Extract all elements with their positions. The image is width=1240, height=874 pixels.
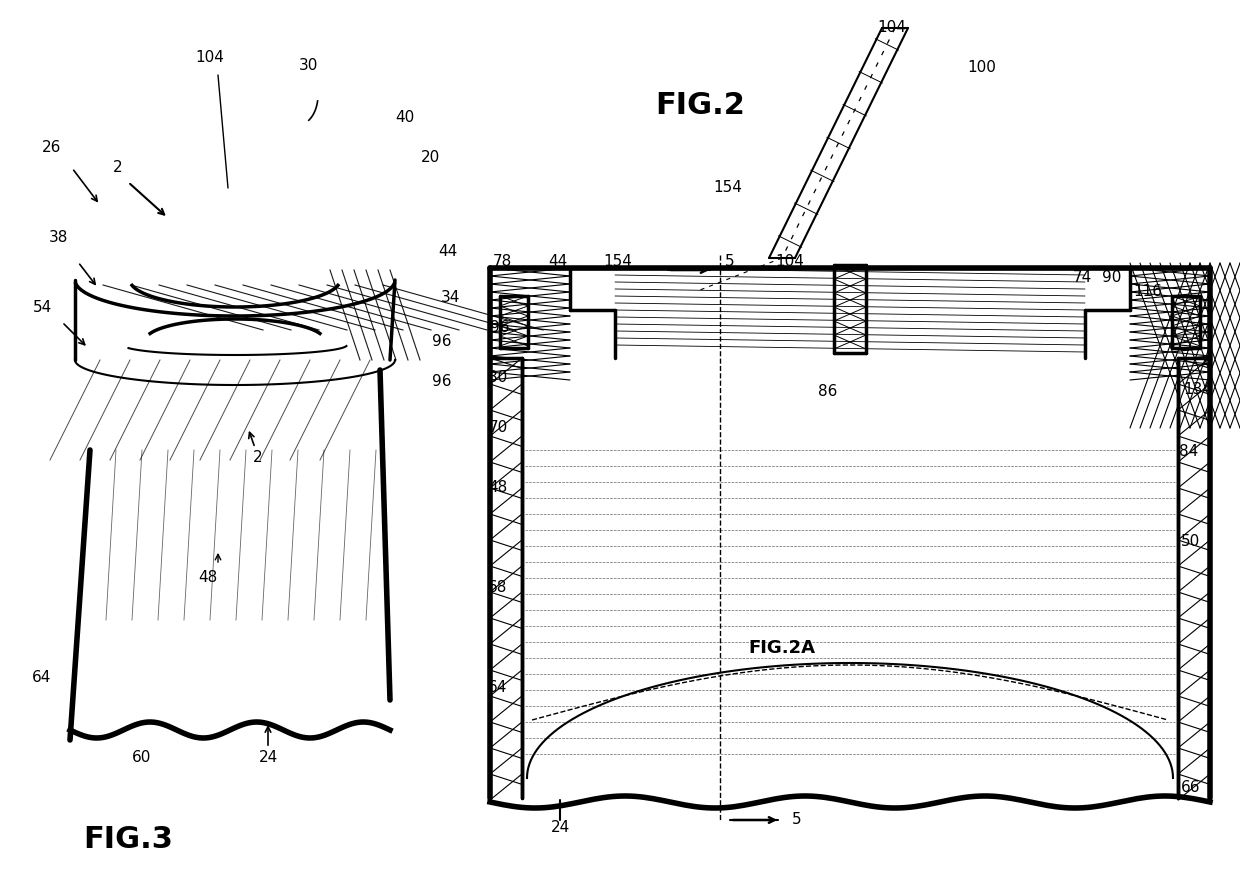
Text: 86: 86 xyxy=(818,385,838,399)
Text: 2: 2 xyxy=(113,161,123,176)
Text: 116: 116 xyxy=(1133,285,1163,300)
Text: 64: 64 xyxy=(32,670,52,685)
Text: 60: 60 xyxy=(133,751,151,766)
Text: 38: 38 xyxy=(48,231,68,246)
Text: 34: 34 xyxy=(440,290,460,306)
Text: 74: 74 xyxy=(1073,270,1091,286)
Text: 40: 40 xyxy=(396,110,414,126)
Text: 104: 104 xyxy=(775,254,805,269)
Text: 90: 90 xyxy=(1102,270,1122,286)
Text: 134: 134 xyxy=(1183,383,1211,398)
Text: 104: 104 xyxy=(196,51,224,66)
Text: FIG.3: FIG.3 xyxy=(83,826,172,855)
Text: 30: 30 xyxy=(299,58,317,73)
Text: 104: 104 xyxy=(878,20,906,36)
Text: 48: 48 xyxy=(489,481,507,496)
Text: 96: 96 xyxy=(433,374,451,390)
Text: 154: 154 xyxy=(604,254,632,269)
Text: 70: 70 xyxy=(489,420,507,435)
Text: 44: 44 xyxy=(548,254,568,269)
Text: 48: 48 xyxy=(198,571,218,586)
Text: 5: 5 xyxy=(725,254,735,269)
Text: 54: 54 xyxy=(32,301,52,316)
Text: 2: 2 xyxy=(253,450,263,466)
Text: 26: 26 xyxy=(42,141,62,156)
Text: 64: 64 xyxy=(489,681,507,696)
Text: 20: 20 xyxy=(420,150,440,165)
Text: 78: 78 xyxy=(492,254,512,269)
Text: 96: 96 xyxy=(433,335,451,350)
Text: 24: 24 xyxy=(551,821,569,836)
Text: 44: 44 xyxy=(439,245,458,260)
Text: 50: 50 xyxy=(1180,535,1200,550)
Text: 96: 96 xyxy=(490,321,510,336)
Text: 5: 5 xyxy=(792,813,801,828)
Text: 66: 66 xyxy=(1180,780,1200,795)
Text: FIG.2A: FIG.2A xyxy=(748,639,815,657)
Text: 68: 68 xyxy=(489,580,507,595)
Text: FIG.2: FIG.2 xyxy=(655,91,745,120)
Text: 80: 80 xyxy=(489,371,507,385)
Text: 100: 100 xyxy=(967,60,997,75)
Text: 154: 154 xyxy=(713,181,743,196)
Text: 84: 84 xyxy=(1179,445,1198,460)
Text: 24: 24 xyxy=(258,751,278,766)
